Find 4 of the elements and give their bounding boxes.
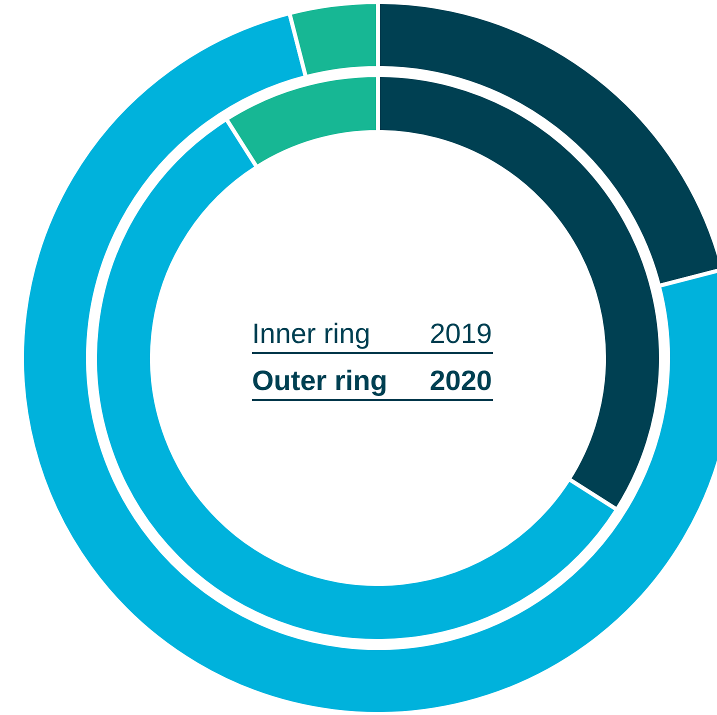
text: 2019 <box>430 318 492 349</box>
text: Outer ring <box>252 365 388 396</box>
text: 2020 <box>430 365 492 396</box>
text: Inner ring <box>252 318 370 349</box>
